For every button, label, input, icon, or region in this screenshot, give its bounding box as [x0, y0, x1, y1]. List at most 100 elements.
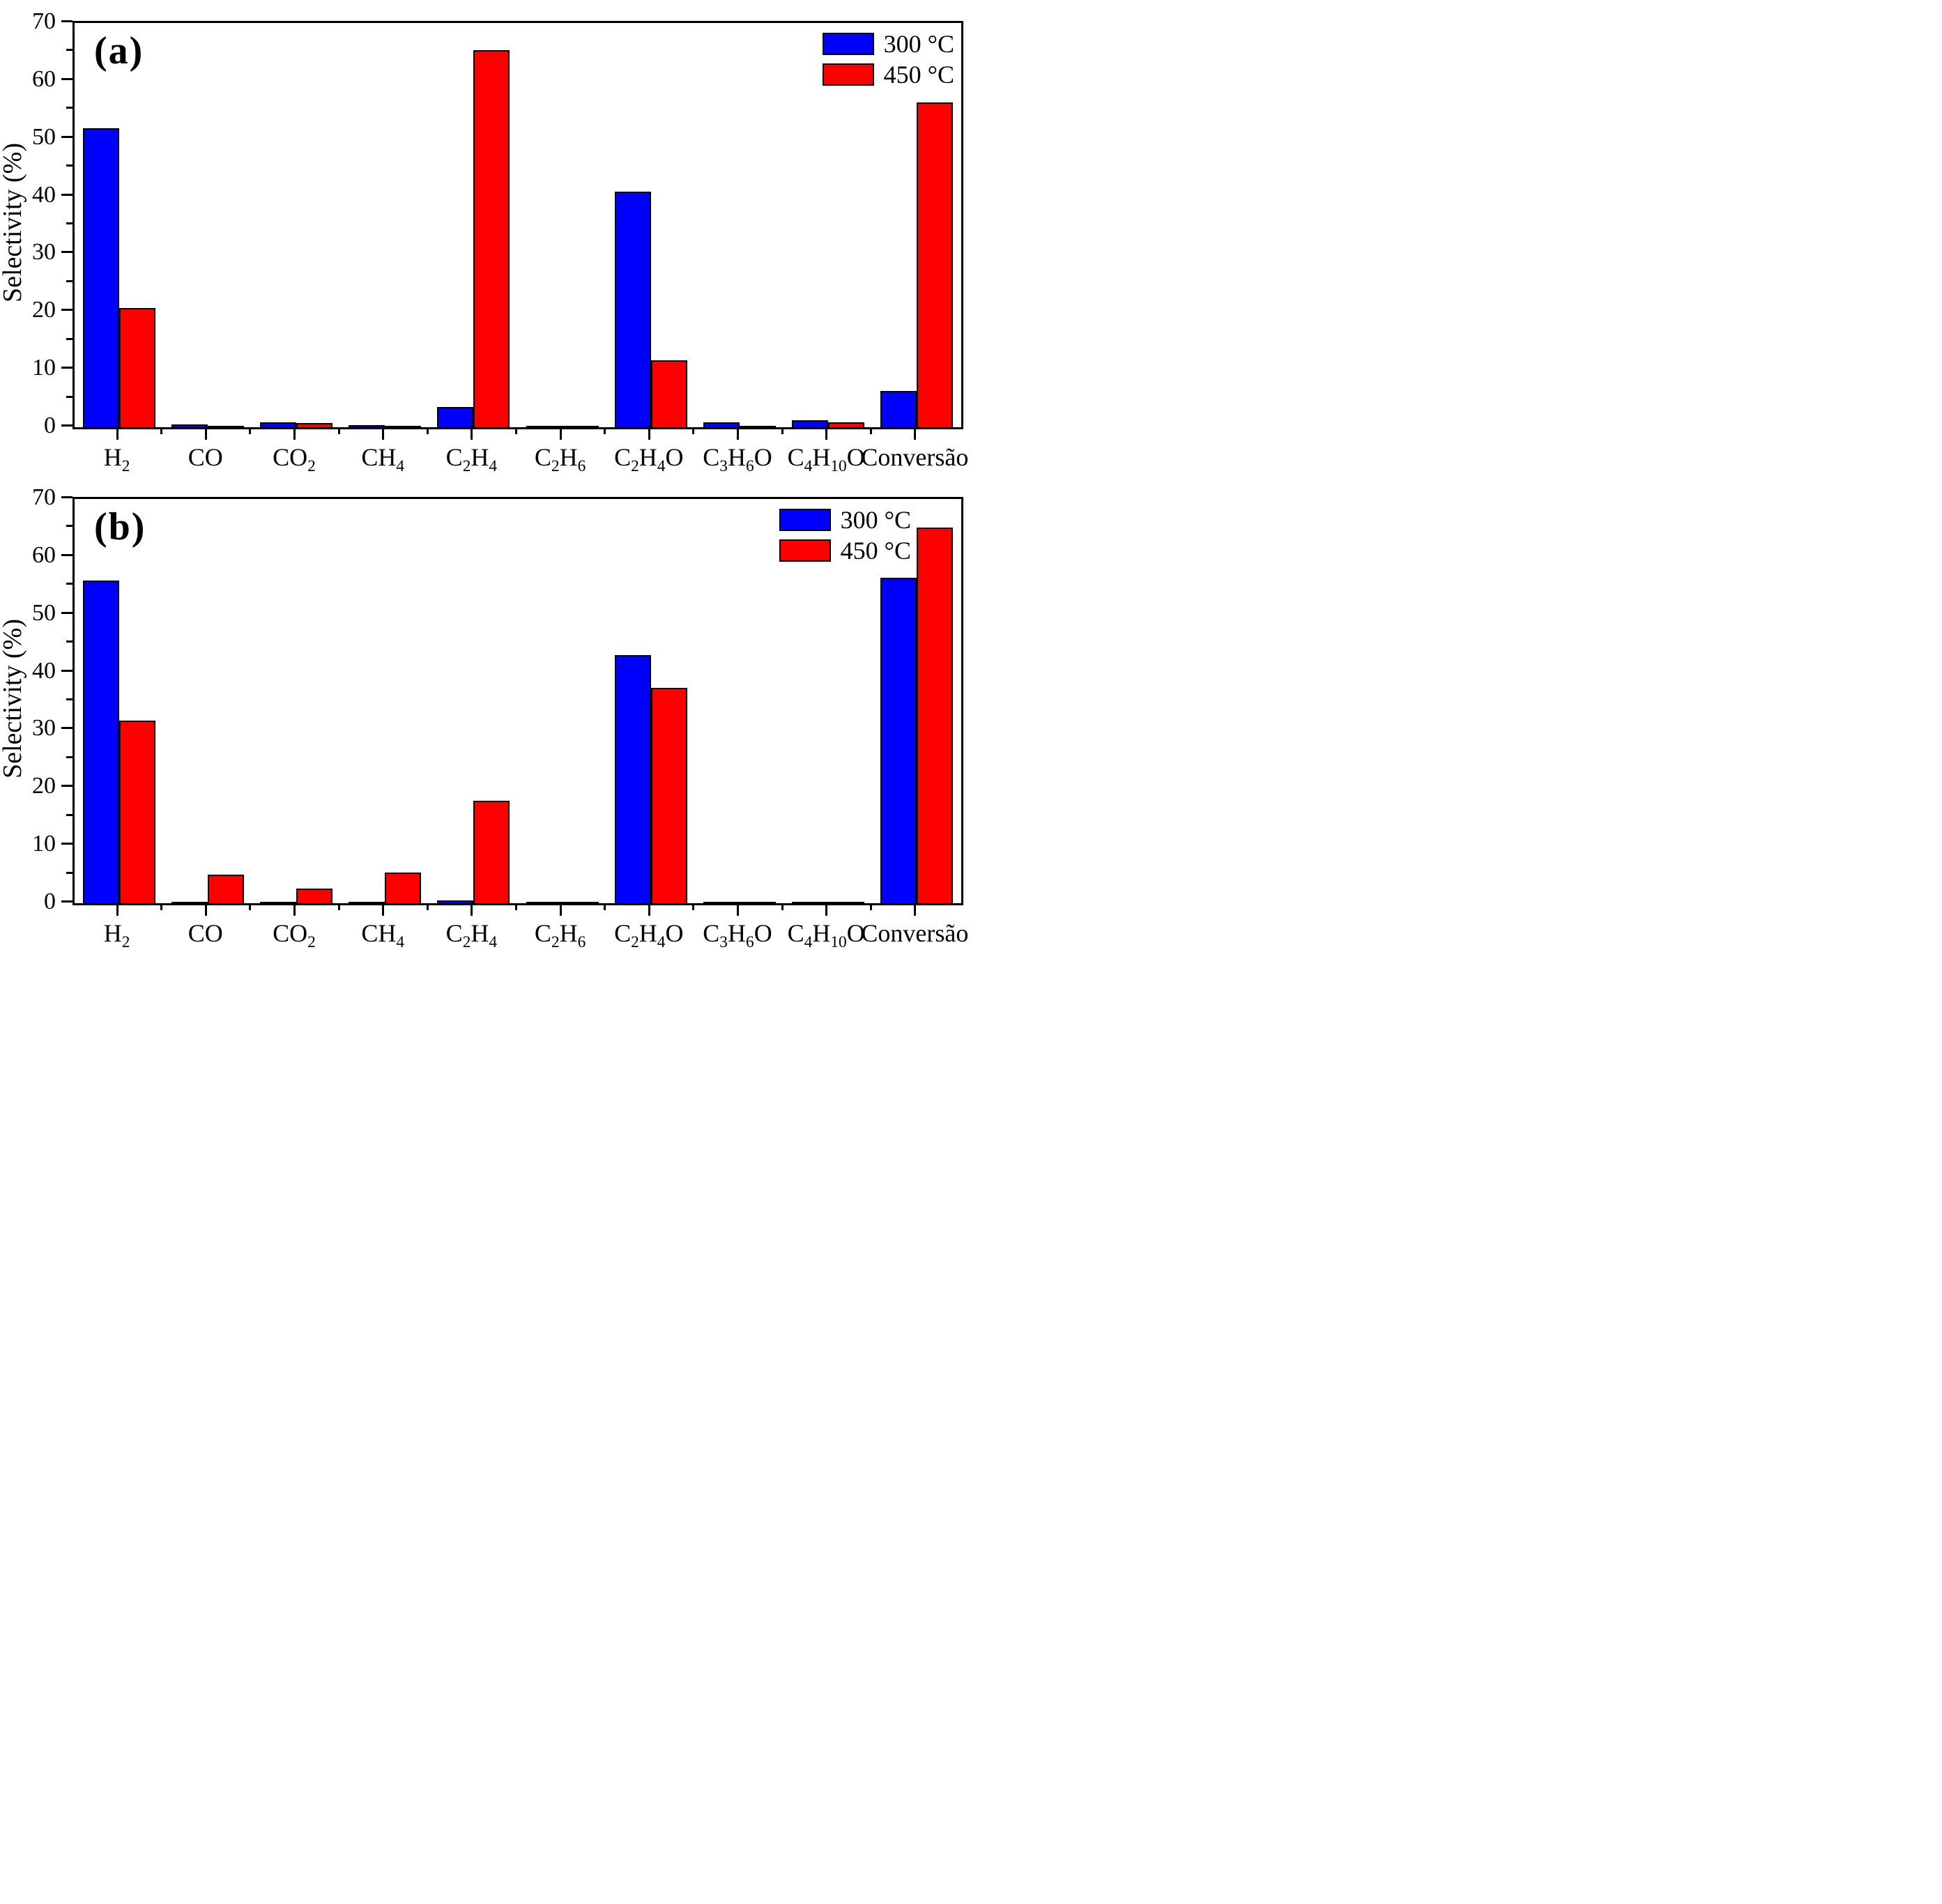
legend-label: 300 °C — [840, 506, 911, 534]
y-axis-major-tick — [61, 611, 72, 614]
y-axis-tick-label: 50 — [32, 123, 56, 150]
bar-ch4-300C — [349, 902, 385, 903]
y-axis-minor-tick — [66, 813, 72, 816]
panel-letter-label: (a) — [94, 29, 144, 72]
x-category-label: C2H4O — [614, 919, 684, 952]
y-axis-major-tick — [61, 77, 72, 80]
bar-co-300C — [171, 902, 208, 903]
y-axis-minor-tick — [66, 164, 72, 167]
bar-ch4-450C — [385, 873, 422, 903]
bar-ch4-300C — [349, 425, 385, 427]
bar-c4h10o-450C — [828, 902, 865, 903]
y-axis-major-tick — [61, 785, 72, 788]
plot-area-a: (a) 300 °C 450 °C — [72, 21, 963, 429]
x-category-label: Conversão — [861, 443, 969, 471]
x-axis-major-tick — [293, 903, 296, 916]
x-axis-major-tick — [914, 427, 917, 440]
x-axis-major-tick — [737, 903, 739, 916]
y-axis-tick-label: 70 — [32, 484, 56, 510]
x-category-label: CO — [188, 919, 223, 947]
x-axis-minor-tick — [337, 903, 340, 910]
y-axis-minor-tick — [66, 222, 72, 224]
y-axis-major-tick — [61, 424, 72, 427]
y-axis-minor-tick — [66, 337, 72, 340]
bar-c3h6o-300C — [703, 902, 740, 903]
bar-c2h4o-450C — [650, 687, 687, 903]
y-axis-tick-label: 30 — [32, 239, 56, 266]
x-axis-major-tick — [204, 427, 207, 440]
x-category-label: CH4 — [361, 919, 405, 952]
bar-h2-450C — [118, 308, 155, 427]
bar-conversão-300C — [880, 390, 917, 427]
y-axis-major-tick — [61, 135, 72, 138]
y-axis-minor-tick — [66, 698, 72, 700]
y-axis-minor-tick — [66, 279, 72, 282]
x-category-label: C2H4O — [614, 443, 684, 476]
x-category-label: C4H10O — [787, 919, 865, 952]
bar-c2h4o-450C — [650, 360, 687, 427]
x-axis-minor-tick — [781, 427, 783, 434]
x-axis-major-tick — [116, 903, 118, 916]
y-axis-major-tick — [61, 251, 72, 254]
legend: 300 °C 450 °C — [822, 30, 954, 87]
bar-c2h4o-300C — [614, 654, 651, 903]
y-axis-tick-label: 50 — [32, 599, 56, 626]
bar-co2-450C — [296, 422, 332, 427]
x-axis-minor-tick — [515, 427, 517, 434]
y-axis-minor-tick — [66, 49, 72, 52]
x-axis-major-tick — [382, 903, 385, 916]
y-axis-major-tick — [61, 20, 72, 22]
bar-c2h6-450C — [562, 425, 599, 427]
x-axis-minor-tick — [781, 903, 783, 910]
y-axis-tick-label: 70 — [32, 8, 56, 34]
y-axis-tick-label: 60 — [32, 66, 56, 92]
x-axis-minor-tick — [337, 427, 340, 434]
y-axis-major-tick — [61, 367, 72, 369]
y-axis-tick-label: 10 — [32, 831, 56, 857]
bar-c4h10o-300C — [792, 420, 829, 427]
x-axis-major-tick — [204, 903, 207, 916]
bar-c2h6-300C — [526, 902, 563, 903]
bar-c2h6-450C — [562, 901, 599, 903]
bar-conversão-450C — [917, 527, 954, 903]
x-category-label: C3H6O — [703, 919, 772, 952]
bar-c2h6-300C — [526, 426, 563, 427]
x-category-label: CO2 — [273, 919, 316, 952]
x-axis-minor-tick — [515, 903, 517, 910]
y-axis-minor-tick — [66, 107, 72, 109]
y-axis-major-tick — [61, 843, 72, 845]
bar-c2h4-450C — [473, 800, 510, 903]
y-axis-tick-label: 60 — [32, 542, 56, 568]
x-axis-minor-tick — [249, 427, 252, 434]
bar-co-450C — [207, 875, 244, 903]
bar-h2-450C — [118, 721, 155, 903]
y-axis-tick-label: 10 — [32, 355, 56, 381]
x-category-label: C4H10O — [787, 443, 865, 476]
x-axis-minor-tick — [426, 427, 429, 434]
x-category-label: H2 — [103, 443, 130, 476]
y-axis-major-tick — [61, 496, 72, 498]
bar-c2h4-300C — [437, 407, 474, 427]
x-axis-minor-tick — [604, 903, 606, 910]
x-category-label: H2 — [103, 919, 130, 952]
y-axis-major-tick — [61, 669, 72, 672]
x-axis-minor-tick — [692, 427, 695, 434]
y-axis-tick-label: 30 — [32, 715, 56, 742]
y-axis-major-tick — [61, 727, 72, 730]
x-axis-major-tick — [559, 903, 562, 916]
y-axis-major-tick — [61, 309, 72, 312]
x-category-label: C3H6O — [703, 443, 772, 476]
bar-c3h6o-450C — [740, 426, 776, 427]
bar-ch4-450C — [385, 426, 422, 427]
x-axis-major-tick — [737, 427, 739, 440]
legend-row: 300 °C — [822, 30, 954, 58]
bar-h2-300C — [82, 580, 119, 903]
x-axis-major-tick — [825, 427, 828, 440]
y-axis-minor-tick — [66, 755, 72, 758]
panel-b: (b) 300 °C 450 °C Selectivity (%) 0 10 20 30 40 5… — [0, 476, 971, 952]
x-axis-major-tick — [382, 427, 385, 440]
bar-c2h4-450C — [473, 49, 510, 427]
x-axis-minor-tick — [426, 903, 429, 910]
legend-label: 300 °C — [883, 30, 954, 58]
legend-swatch-300c — [779, 509, 831, 531]
